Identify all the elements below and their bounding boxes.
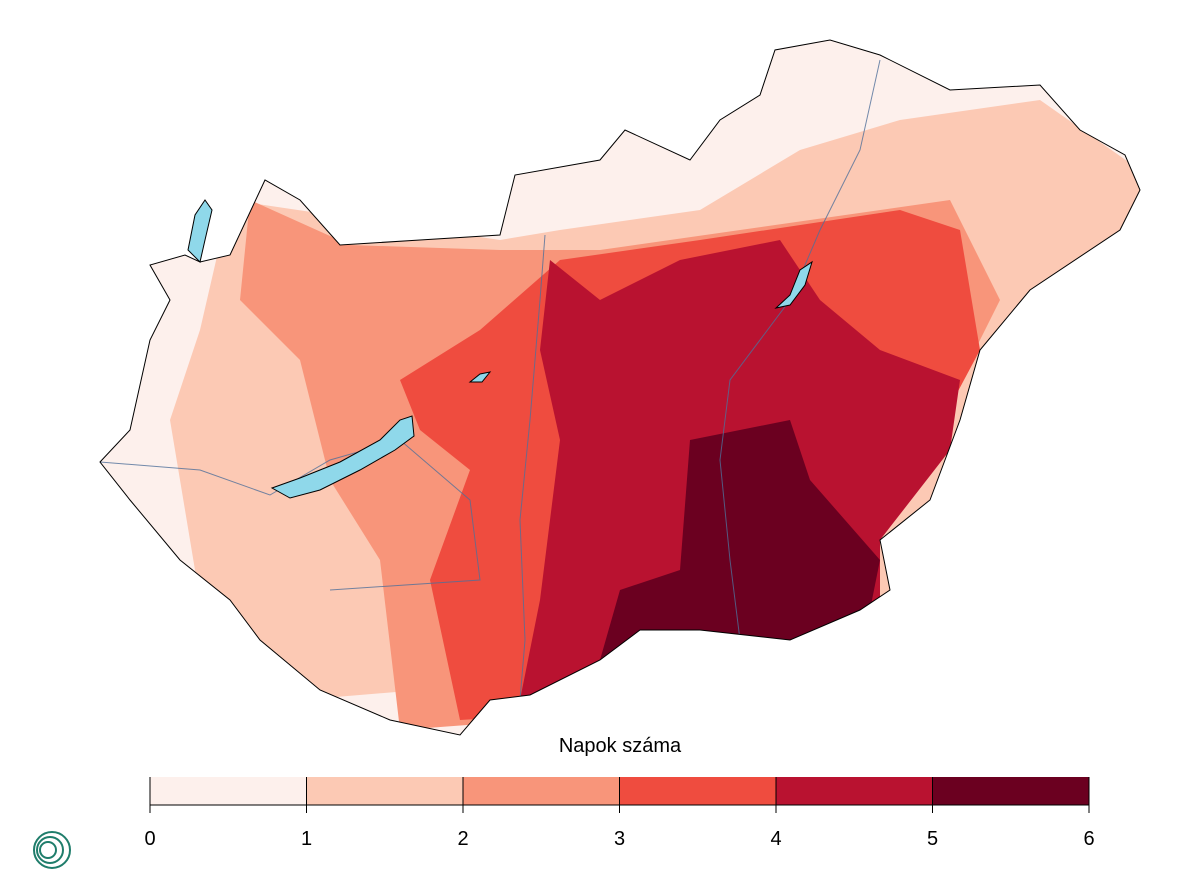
logo	[33, 831, 71, 869]
color-segment	[463, 777, 620, 805]
country-border	[99, 39, 1141, 736]
tick-label: 0	[144, 828, 155, 850]
colorbar: 0 1 2 3 4 5 6	[144, 777, 1095, 850]
tick-label: 1	[301, 828, 312, 850]
color-segment	[619, 777, 776, 805]
lake-tisza	[774, 260, 813, 309]
tick-label: 2	[457, 828, 468, 850]
lake-velence	[468, 371, 492, 383]
tick-label: 6	[1083, 828, 1094, 850]
color-segment	[150, 777, 307, 805]
color-segment	[306, 777, 463, 805]
tick-label: 3	[614, 828, 625, 850]
legend-title: Napok száma	[559, 735, 682, 757]
lake-balaton	[270, 415, 415, 499]
lake-ferto	[187, 199, 213, 263]
tick-label: 5	[927, 828, 938, 850]
river	[719, 59, 881, 641]
river	[519, 234, 546, 701]
level-region	[600, 420, 880, 660]
color-segment	[776, 777, 933, 805]
tick-label: 4	[770, 828, 781, 850]
color-segment	[932, 777, 1089, 805]
